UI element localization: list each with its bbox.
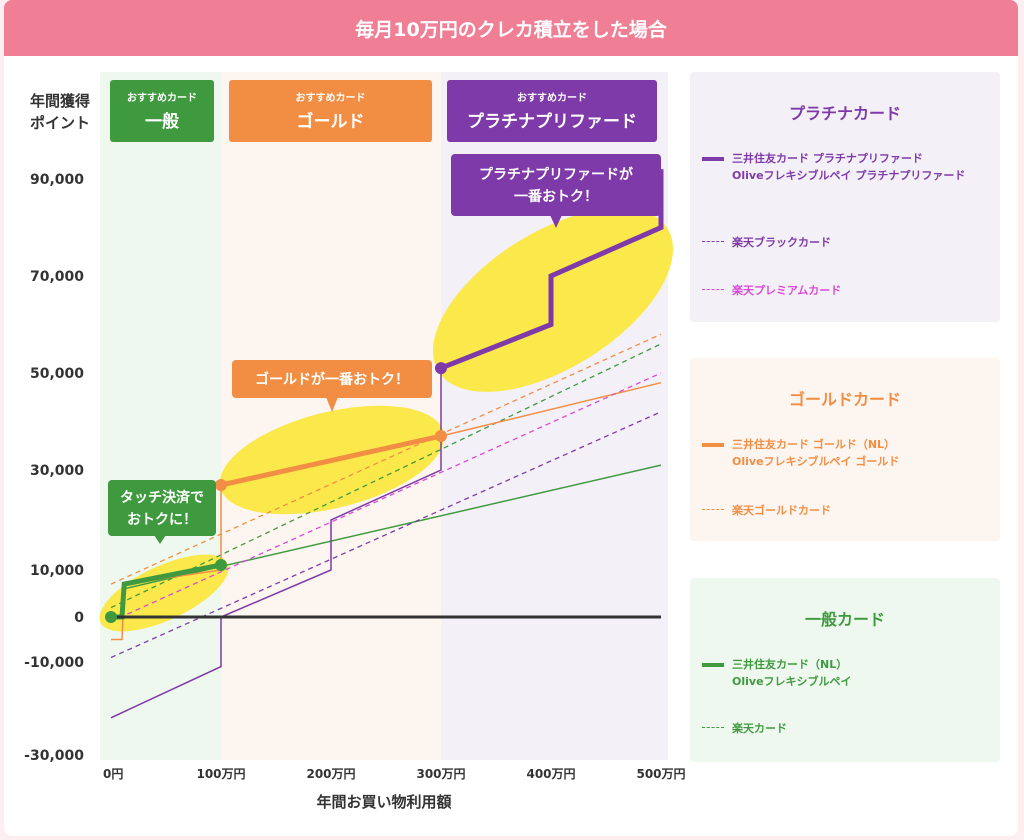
legend-item: 楽天カード	[702, 720, 787, 737]
line-chart: 年間獲得ポイント -30,000 -10,000 0 10,000 30,000 50,00…	[24, 72, 686, 811]
x-axis-label: 年間お買い物利用額	[316, 793, 451, 811]
legend-group-title: ゴールドカード	[788, 390, 901, 409]
legend-label: 三井住友カード（NL） Oliveフレキシブルペイ	[732, 658, 852, 688]
legend-label: 楽天ブラックカード	[732, 236, 831, 249]
legend-swatch	[702, 241, 724, 242]
legend-label: 楽天プレミアムカード	[732, 284, 842, 297]
legend-item: 楽天ゴールドカード	[702, 502, 831, 519]
y-tick-label: -30,000	[24, 748, 84, 764]
series-rakuten-gold	[110, 333, 662, 585]
point-2	[215, 479, 227, 491]
x-tick-label: 200万円	[306, 767, 355, 781]
legend-label: 楽天ゴールドカード	[732, 504, 831, 517]
y-tick-label: 50,000	[30, 366, 84, 382]
x-tick-label: 0円	[103, 767, 123, 781]
zone-0	[100, 72, 221, 760]
zone-tag-2	[447, 80, 657, 142]
y-tick-label: 70,000	[30, 269, 84, 285]
series-rakuten-card	[110, 343, 662, 609]
y-tick-label: 30,000	[30, 463, 84, 479]
legend-label: 三井住友カード ゴールド（NL） Oliveフレキシブルペイ ゴールド	[732, 438, 900, 468]
legend-item: 楽天ブラックカード	[702, 234, 831, 251]
legend-item: 三井住友カード プラチナプリファード Oliveフレキシブルペイ プラチナプリフ…	[702, 150, 965, 184]
legend-item: 三井住友カード ゴールド（NL） Oliveフレキシブルペイ ゴールド	[702, 436, 899, 470]
callout-text: プラチナプリファードが一番おトク！	[479, 166, 634, 205]
point-0	[105, 611, 117, 623]
zone-tag-caption: おすすめカード	[517, 92, 587, 104]
zone-tag-label: ゴールド	[297, 111, 365, 132]
legend-item: 楽天プレミアムカード	[702, 282, 841, 299]
point-4	[435, 362, 447, 375]
callout-pointer	[154, 535, 166, 544]
legend-group-1: ゴールドカード三井住友カード ゴールド（NL） Oliveフレキシブルペイ ゴー…	[690, 358, 1000, 541]
legend-label: 楽天カード	[732, 722, 787, 735]
x-tick-label: 100万円	[196, 767, 245, 781]
legend-group-0: プラチナカード三井住友カード プラチナプリファード Oliveフレキシブルペイ …	[690, 72, 1000, 322]
callout-2	[451, 154, 661, 216]
callout-text: タッチ決済でおトクに！	[120, 489, 204, 528]
zone-tag-caption: おすすめカード	[127, 92, 197, 104]
series-optimal-gold	[220, 433, 442, 488]
legend-swatch	[702, 289, 724, 290]
callout-1	[232, 360, 432, 398]
callout-text: ゴールドが一番おトク！	[255, 371, 409, 388]
legend-group-title: 一般カード	[804, 610, 885, 629]
legend-group-title: プラチナカード	[788, 104, 901, 123]
zone-tag-0	[110, 80, 214, 142]
legend-swatch	[702, 157, 724, 161]
zone-tag-caption: おすすめカード	[296, 92, 366, 104]
x-tick-label: 400万円	[526, 767, 575, 781]
zone-tag-label: プラチナプリファード	[467, 111, 637, 132]
legend-swatch	[702, 663, 724, 667]
x-tick-label: 500万円	[636, 767, 685, 781]
y-axis-label: 年間獲得ポイント	[30, 92, 90, 132]
legend-item: 三井住友カード（NL） Oliveフレキシブルペイ	[702, 656, 852, 690]
series-rakuten-premium	[110, 372, 662, 623]
legend-label: 三井住友カード プラチナプリファード Oliveフレキシブルペイ プラチナプリフ…	[732, 152, 966, 182]
zone-tag-label: 一般	[145, 111, 179, 132]
point-3	[435, 430, 447, 443]
legend-group-2: 一般カード三井住友カード（NL） Oliveフレキシブルペイ楽天カード	[690, 578, 1000, 762]
callout-pointer	[326, 397, 338, 412]
legend-swatch	[702, 509, 724, 510]
chart-card: 毎月10万円のクレカ積立をした場合 年間獲得ポイント -30,000 -10,000…	[4, 0, 1018, 836]
y-tick-label: 0	[74, 610, 84, 626]
chart-title: 毎月10万円のクレカ積立をした場合	[4, 0, 1018, 56]
y-tick-label: 10,000	[30, 563, 84, 579]
callout-0	[108, 480, 216, 536]
legend-swatch	[702, 727, 724, 728]
y-tick-label: -10,000	[24, 655, 84, 671]
point-1	[215, 559, 227, 571]
legend-swatch	[702, 443, 724, 447]
callout-pointer	[550, 215, 562, 228]
zone-tag-1	[229, 80, 432, 142]
x-tick-label: 300万円	[416, 767, 465, 781]
y-tick-label: 90,000	[30, 172, 84, 188]
